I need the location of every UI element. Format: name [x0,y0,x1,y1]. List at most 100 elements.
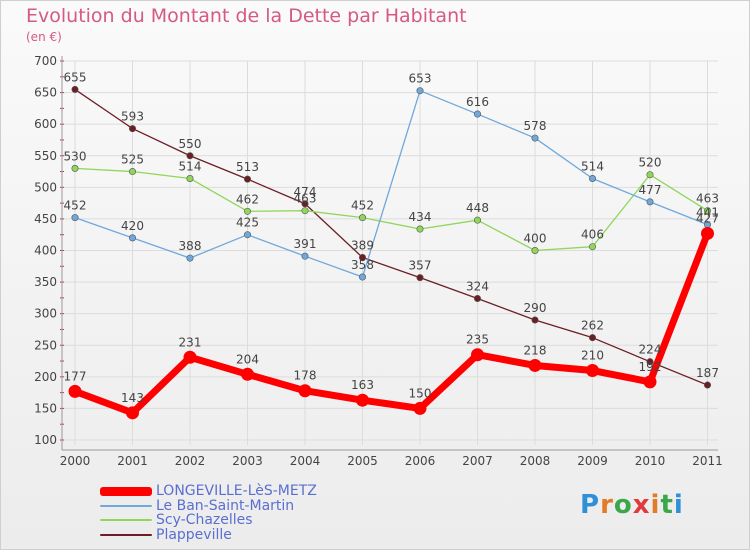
series-line [71,229,711,417]
series-line [74,90,709,278]
legend-swatch [100,486,152,496]
data-point [71,85,79,93]
data-point [473,295,481,303]
data-label: 514 [179,159,202,173]
data-label: 513 [236,160,259,174]
data-point [531,247,539,255]
data-label: 441 [696,206,719,220]
legend-swatch [100,519,152,522]
data-point [68,384,82,398]
data-label: 653 [409,72,432,86]
legend-label: Plappeville [156,526,232,543]
data-label: 474 [294,185,317,199]
x-tick-label: 2011 [692,454,723,468]
legend-item: Le Ban-Saint-Martin [100,498,317,514]
data-point [703,207,711,215]
y-tick-label: 650 [34,86,57,100]
data-point [301,252,309,260]
data-label: 525 [121,153,144,167]
y-tick-label: 200 [34,370,57,384]
x-tick-label: 2006 [405,454,436,468]
data-label: 391 [294,237,317,251]
data-label: 420 [121,219,144,233]
data-point [416,87,424,95]
data-label: 593 [121,110,144,124]
data-label: 530 [64,149,87,163]
data-label: 425 [236,216,259,230]
data-point [358,273,366,281]
proxiti-logo: Proxiti [580,490,684,520]
data-label: 163 [351,378,374,392]
data-point [129,168,137,176]
legend-label: LONGEVILLE-LèS-METZ [156,483,317,500]
data-point [244,175,252,183]
data-point [183,350,197,364]
data-labels: 655 593 550 513 474 389 357 324 290 262 224 187 530 5… [64,70,719,404]
data-point [473,216,481,224]
data-point [129,125,137,133]
data-label: 463 [696,192,719,206]
data-point [588,243,596,251]
data-label: 210 [581,349,604,363]
data-point [241,367,254,381]
data-point [703,381,711,389]
data-label: 358 [351,258,374,272]
data-label: 235 [466,333,489,347]
data-point [643,375,657,389]
legend-label: Scy-Chazelles [156,512,253,529]
data-point [701,226,714,240]
data-label: 143 [121,391,144,405]
data-label: 290 [524,301,547,315]
grid [62,60,718,445]
data-label: 187 [696,366,719,380]
data-label: 357 [409,259,432,273]
data-label: 616 [466,95,489,109]
data-point [244,231,252,239]
y-tick-label: 600 [34,117,57,131]
y-tick-label: 450 [34,212,57,226]
y-tick-label: 700 [34,54,57,68]
y-tick-label: 500 [34,180,57,194]
x-tick-label: 2001 [117,454,148,468]
legend-item: LONGEVILLE-LèS-METZ [100,483,317,500]
data-point [301,207,309,215]
legend-item: Plappeville [100,526,317,543]
data-point [646,171,654,179]
legend-swatch [100,533,152,536]
data-point [186,152,194,160]
x-tick-label: 2010 [635,454,666,468]
data-label: 462 [236,192,259,206]
data-label: 655 [64,70,87,84]
data-point [531,316,539,324]
data-label: 452 [64,199,87,213]
data-label: 231 [179,335,202,349]
series [68,85,714,420]
data-label: 262 [581,319,604,333]
data-label: 452 [351,199,374,213]
data-label: 463 [294,192,317,206]
legend-item: Scy-Chazelles [100,512,317,529]
x-tick-label: 2002 [175,454,206,468]
data-point [586,364,599,378]
data-label: 427 [696,211,719,225]
data-point [301,200,309,208]
data-label: 578 [524,119,547,133]
x-tick-label: 2008 [520,454,551,468]
x-tick-label: 2004 [290,454,321,468]
data-point [71,164,79,172]
data-point [528,358,542,372]
legend-swatch [100,504,152,507]
data-label: 477 [639,183,662,197]
y-tick-label: 350 [34,275,57,289]
data-label: 204 [236,352,259,366]
data-point [358,214,366,222]
data-label: 448 [466,201,489,215]
x-tick-label: 2005 [347,454,378,468]
data-point [531,134,539,142]
y-tick-label: 400 [34,244,57,258]
data-point [356,393,369,407]
data-point [473,110,481,118]
data-label: 178 [294,369,317,383]
x-tick-label: 2000 [60,454,91,468]
